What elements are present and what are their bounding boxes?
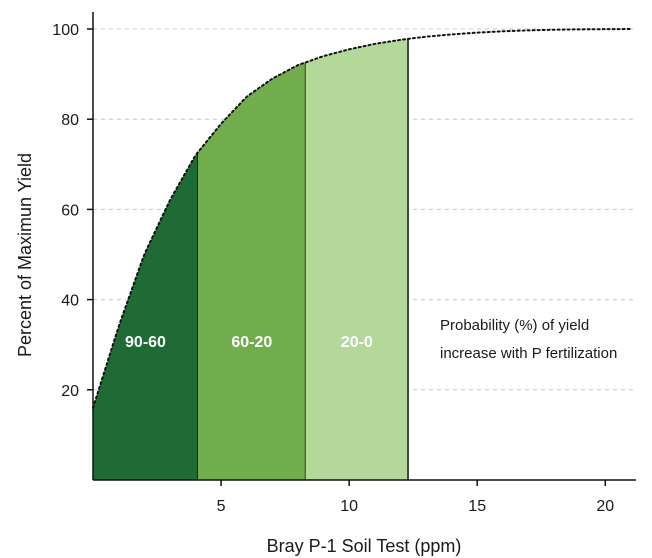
band-90-60 [93, 152, 199, 480]
band-label-1: 90-60 [125, 334, 166, 351]
band-label-2: 60-20 [231, 334, 272, 351]
axis-ticks: 5 10 15 20 20 40 60 80 100 [52, 22, 614, 515]
fertilization-bands [93, 38, 409, 481]
y-tick-label-60: 60 [61, 202, 79, 219]
axes [92, 12, 636, 481]
x-tick-label-10: 10 [340, 498, 358, 515]
y-tick-label-20: 20 [61, 383, 79, 400]
yield-curve [92, 28, 632, 409]
x-tick-label-20: 20 [596, 498, 614, 515]
annotation-line-1: Probability (%) of yield [440, 317, 589, 334]
x-tick-label-5: 5 [217, 498, 226, 515]
y-tick-label-40: 40 [61, 293, 79, 310]
y-tick-label-80: 80 [61, 112, 79, 129]
x-tick-label-15: 15 [468, 498, 486, 515]
y-axis-title: Percent of Maximun Yield [15, 153, 35, 357]
x-axis-title: Bray P-1 Soil Test (ppm) [267, 536, 462, 556]
annotation-line-2: increase with P fertilization [440, 345, 617, 362]
band-20-0 [305, 38, 409, 480]
band-label-3: 20-0 [341, 334, 373, 351]
yield-curve-layer [92, 28, 632, 409]
band-labels: 90-60 60-20 20-0 [125, 334, 373, 351]
band-60-20 [198, 62, 306, 481]
y-tick-label-100: 100 [52, 22, 79, 39]
